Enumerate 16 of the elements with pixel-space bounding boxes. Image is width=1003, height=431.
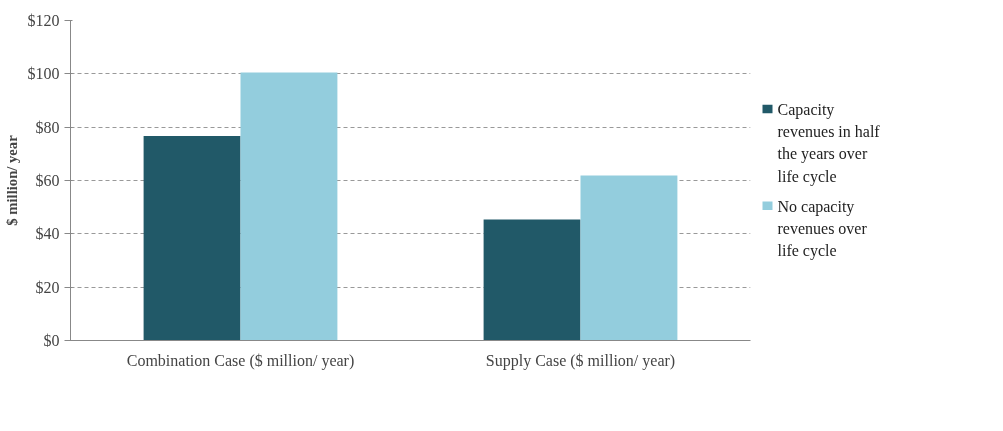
bar	[143, 135, 241, 341]
bar	[580, 175, 678, 341]
y-tick-label: $0	[43, 332, 60, 349]
legend-label: No capacity revenues over life cycle	[777, 198, 868, 261]
y-tick-label: $120	[27, 12, 60, 29]
y-axis-title: $ million/ year	[3, 134, 20, 226]
y-tick-label: $40	[35, 225, 60, 243]
bar	[240, 72, 338, 341]
y-tick-label: $100	[27, 65, 60, 83]
y-tick-label: $60	[35, 172, 60, 189]
y-tick-label: $80	[35, 118, 60, 136]
legend-label: Capacity revenues in half the years over life cycle	[777, 101, 881, 186]
bar	[483, 219, 581, 341]
x-tick-label: Combination Case ($ million/ year)	[126, 351, 355, 370]
x-tick-label: Supply Case ($ million/ year)	[485, 351, 676, 370]
y-tick-label: $20	[35, 278, 60, 296]
